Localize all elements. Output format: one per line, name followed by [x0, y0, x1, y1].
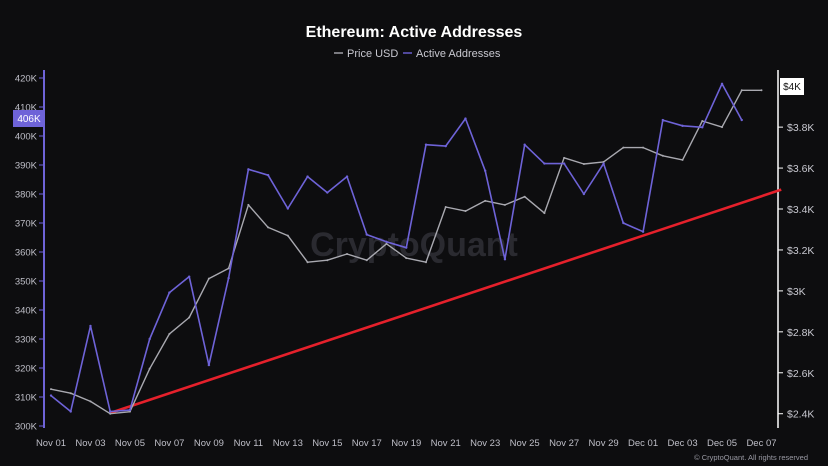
series-price-usd-line — [50, 89, 762, 415]
active-addresses-point — [148, 337, 151, 341]
current-value-badge-right: $4K — [780, 78, 804, 95]
active-addresses-point — [562, 162, 566, 165]
right-axis-ticks: $2.4K $2.6K $2.8K $3K $3.2K $3.4K $3.6K $3.8K — [778, 122, 814, 421]
active-addresses-point — [523, 143, 526, 146]
x-tick-label: Nov 25 — [510, 438, 540, 449]
chart-title: Ethereum: Active Addresses — [306, 24, 523, 41]
right-tick-label: $3.2K — [787, 245, 814, 257]
active-addresses-point — [681, 124, 684, 128]
left-tick-label: 390K — [15, 161, 38, 172]
current-value-right-label: $4K — [783, 82, 801, 93]
active-addresses-point — [740, 118, 743, 122]
right-tick-label: $3.8K — [787, 122, 814, 134]
x-tick-label: Dec 01 — [628, 438, 658, 449]
right-tick-label: $3.6K — [787, 163, 814, 175]
active-addresses-point — [483, 169, 487, 172]
x-axis-ticks: Nov 01 Nov 03 Nov 05 Nov 07 Nov 09 Nov 11 Nov … — [36, 438, 777, 449]
x-tick-label: Nov 13 — [273, 438, 303, 449]
legend-active-addresses-label[interactable]: Active Addresses — [416, 48, 501, 60]
active-addresses-point — [365, 233, 368, 236]
active-addresses-point — [424, 143, 428, 146]
active-addresses-point — [385, 240, 388, 244]
left-tick-label: 420K — [15, 74, 38, 85]
x-tick-label: Nov 29 — [589, 438, 619, 449]
active-addresses-point — [128, 408, 132, 412]
right-tick-label: $3.4K — [787, 204, 814, 216]
active-addresses-point — [326, 191, 329, 194]
left-axis-ticks: 300K 310K 320K 330K 340K 350K 360K 370K 380K 390K… — [15, 74, 44, 433]
right-tick-label: $2.4K — [787, 409, 814, 421]
active-addresses-point — [641, 230, 645, 233]
x-tick-label: Dec 07 — [746, 438, 776, 449]
active-addresses-point — [109, 410, 112, 413]
active-addresses-point — [405, 246, 408, 249]
left-tick-label: 350K — [15, 277, 38, 288]
active-addresses-point — [661, 118, 665, 122]
current-value-badge-right-bg — [780, 78, 804, 95]
x-tick-label: Nov 01 — [36, 438, 66, 449]
active-addresses-point — [622, 221, 625, 225]
x-tick-label: Nov 27 — [549, 438, 579, 449]
x-tick-label: Nov 17 — [352, 438, 382, 449]
left-tick-label: 340K — [15, 306, 38, 317]
active-addresses-point — [602, 162, 605, 165]
left-tick-label: 320K — [15, 364, 38, 375]
active-addresses-points — [49, 82, 743, 413]
active-addresses-point — [345, 175, 349, 178]
x-tick-label: Nov 09 — [194, 438, 224, 449]
active-addresses-point — [464, 117, 467, 120]
active-addresses-point — [701, 126, 704, 129]
active-addresses-point — [266, 173, 270, 177]
right-tick-label: $3K — [787, 286, 806, 298]
x-tick-label: Nov 07 — [154, 438, 184, 449]
active-addresses-point — [187, 275, 191, 278]
active-addresses-point — [543, 162, 546, 165]
active-addresses-point — [49, 394, 53, 397]
x-tick-label: Nov 11 — [234, 438, 263, 449]
x-tick-label: Nov 15 — [312, 438, 342, 449]
current-value-badge-left: 406K — [13, 110, 44, 127]
x-tick-label: Nov 19 — [391, 438, 421, 449]
active-addresses-point — [720, 82, 724, 86]
current-value-badge-left-bg — [13, 110, 44, 127]
legend[interactable]: Price USD Active Addresses — [334, 48, 501, 60]
active-addresses-point — [168, 291, 171, 294]
left-tick-label: 410K — [15, 103, 38, 114]
active-addresses-point — [89, 324, 92, 328]
credit-text: © CryptoQuant. All rights reserved — [694, 453, 808, 462]
left-tick-label: 330K — [15, 335, 38, 346]
right-tick-label: $2.8K — [787, 327, 814, 339]
left-tick-label: 310K — [15, 393, 38, 404]
active-addresses-point — [227, 276, 230, 280]
legend-price-label[interactable]: Price USD — [347, 48, 398, 60]
active-addresses-point — [247, 168, 250, 171]
x-tick-label: Dec 03 — [668, 438, 698, 449]
left-tick-label: 370K — [15, 219, 38, 230]
x-tick-label: Nov 23 — [470, 438, 500, 449]
left-tick-label: 380K — [15, 190, 38, 201]
left-tick-label: 300K — [15, 422, 38, 433]
series-active-addresses-line — [50, 83, 743, 413]
active-addresses-point — [503, 258, 507, 261]
active-addresses-point — [207, 363, 211, 367]
active-addresses-point — [286, 207, 290, 210]
active-addresses-point — [306, 175, 309, 178]
active-addresses-point — [582, 192, 586, 196]
x-tick-label: Nov 03 — [75, 438, 105, 449]
active-addresses-point — [69, 410, 72, 413]
active-addresses-point — [444, 144, 447, 148]
x-tick-label: Nov 05 — [115, 438, 145, 449]
x-tick-label: Dec 05 — [707, 438, 737, 449]
left-tick-label: 360K — [15, 248, 38, 259]
watermark: CryptoQuant — [310, 226, 518, 264]
x-tick-label: Nov 21 — [431, 438, 461, 449]
trendline — [109, 188, 782, 415]
right-tick-label: $2.6K — [787, 368, 814, 380]
current-value-left-label: 406K — [17, 114, 41, 125]
left-tick-label: 400K — [15, 132, 38, 143]
